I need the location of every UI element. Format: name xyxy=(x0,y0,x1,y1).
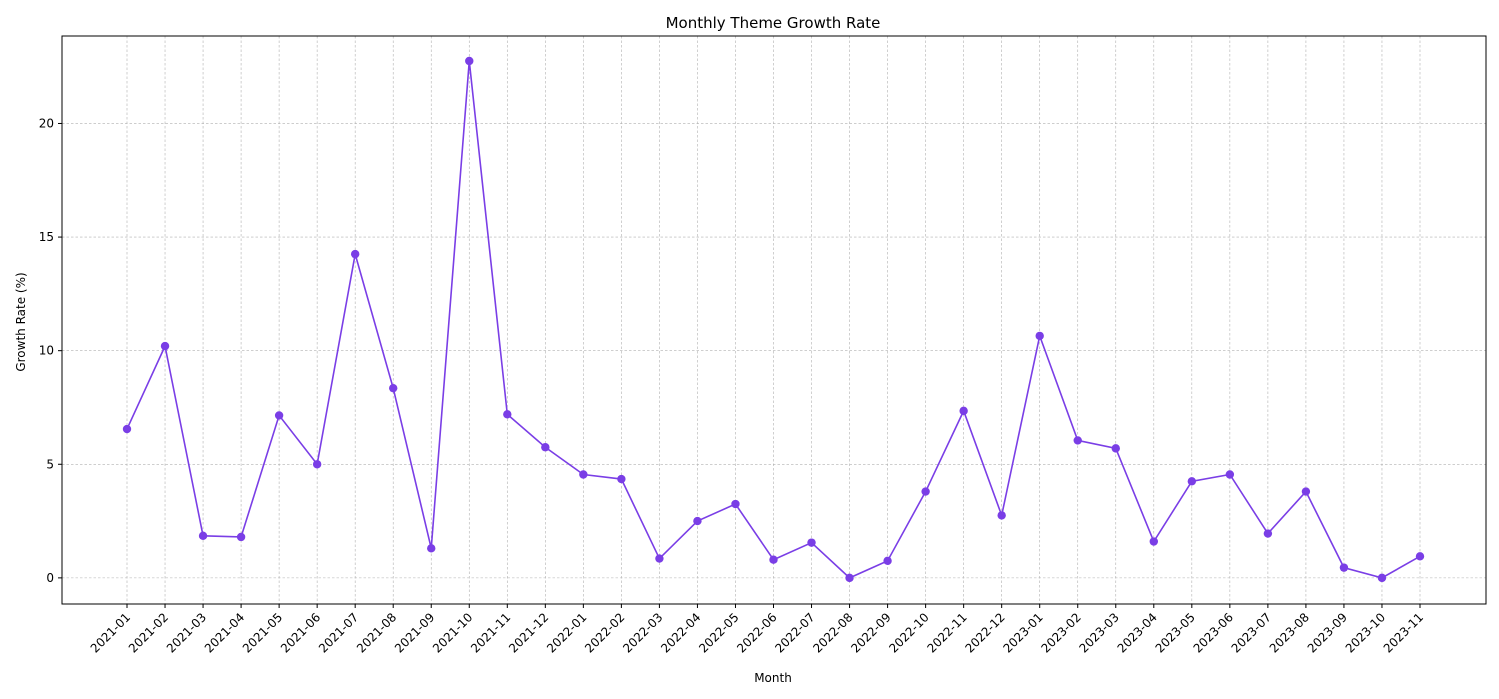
data-point xyxy=(1301,487,1311,496)
data-points xyxy=(122,56,1425,583)
data-point xyxy=(1415,552,1425,561)
x-tick-label: 2022-09 xyxy=(848,610,893,655)
data-point xyxy=(541,443,550,452)
x-tick-label: 2023-02 xyxy=(1039,610,1084,655)
data-point xyxy=(883,556,892,566)
x-tick-label: 2021-03 xyxy=(164,610,209,655)
data-point xyxy=(617,474,626,484)
data-point xyxy=(921,487,930,496)
x-tick-label: 2023-03 xyxy=(1077,610,1122,655)
x-tick-label: 2021-08 xyxy=(354,610,399,655)
x-tick-label: 2022-06 xyxy=(734,610,779,655)
data-point xyxy=(160,341,170,351)
data-point xyxy=(503,410,512,419)
x-tick-label: 2023-07 xyxy=(1229,610,1274,655)
x-tick-label: 2021-05 xyxy=(240,610,285,655)
x-tick-label: 2022-08 xyxy=(810,610,855,655)
data-point xyxy=(579,470,588,479)
x-tick-label: 2021-02 xyxy=(126,610,171,655)
data-point xyxy=(845,573,854,583)
x-tick-label: 2022-11 xyxy=(924,610,969,655)
x-tick-label: 2021-11 xyxy=(468,610,513,655)
data-point xyxy=(1339,563,1349,572)
x-tick-label: 2021-06 xyxy=(278,610,323,655)
data-point xyxy=(427,544,436,553)
x-axis: 2021-012021-022021-032021-042021-052021-… xyxy=(88,604,1426,656)
data-point xyxy=(807,538,816,547)
x-tick-label: 2023-09 xyxy=(1305,610,1350,655)
y-tick-label: 15 xyxy=(39,230,54,244)
x-tick-label: 2022-12 xyxy=(962,610,1007,655)
x-tick-label: 2022-02 xyxy=(582,610,627,655)
data-point xyxy=(1263,529,1273,538)
x-tick-label: 2022-10 xyxy=(886,610,931,655)
data-point xyxy=(236,532,246,542)
data-point xyxy=(389,383,398,393)
data-point xyxy=(465,56,474,66)
data-point xyxy=(1073,436,1082,445)
x-tick-label: 2023-04 xyxy=(1115,610,1160,655)
x-tick-label: 2022-05 xyxy=(696,610,741,655)
data-point xyxy=(731,499,740,509)
y-tick-label: 10 xyxy=(39,344,54,358)
data-point xyxy=(274,411,284,420)
x-tick-label: 2023-08 xyxy=(1267,610,1312,655)
data-point xyxy=(1035,331,1044,341)
data-point xyxy=(1225,470,1235,479)
x-tick-label: 2023-05 xyxy=(1153,610,1198,655)
data-point xyxy=(198,531,208,541)
x-tick-label: 2021-09 xyxy=(392,610,437,655)
x-tick-label: 2023-10 xyxy=(1343,610,1388,655)
x-tick-label: 2022-03 xyxy=(620,610,665,655)
data-point xyxy=(1377,573,1387,583)
data-point xyxy=(312,460,322,469)
y-tick-label: 20 xyxy=(39,116,54,130)
x-tick-label: 2022-04 xyxy=(658,610,703,655)
x-tick-label: 2021-12 xyxy=(506,610,551,655)
x-tick-label: 2021-07 xyxy=(316,610,361,655)
data-point xyxy=(693,516,702,526)
y-axis: 0 5 10 15 20 xyxy=(39,116,62,585)
data-point xyxy=(997,511,1006,520)
y-tick-label: 5 xyxy=(46,457,54,471)
x-tick-label: 2022-07 xyxy=(772,610,817,655)
x-tick-label: 2023-01 xyxy=(1000,610,1045,655)
x-tick-label: 2021-01 xyxy=(88,610,133,655)
data-point xyxy=(1187,477,1197,486)
y-axis-label: Growth Rate (%) xyxy=(14,272,28,371)
x-axis-label: Month xyxy=(754,671,792,685)
chart-title: Monthly Theme Growth Rate xyxy=(666,14,881,32)
x-tick-label: 2023-06 xyxy=(1191,610,1236,655)
x-tick-label: 2022-01 xyxy=(544,610,589,655)
x-tick-label: 2021-04 xyxy=(202,610,247,655)
data-point xyxy=(122,424,132,434)
data-point xyxy=(1111,444,1120,453)
data-point xyxy=(959,406,968,416)
data-point xyxy=(769,555,778,564)
data-point xyxy=(655,554,664,563)
plot-frame xyxy=(61,35,1487,605)
x-tick-label: 2021-10 xyxy=(430,610,475,655)
data-point xyxy=(350,249,360,259)
data-point xyxy=(1149,537,1158,546)
grid xyxy=(62,36,1486,604)
y-tick-label: 0 xyxy=(46,571,54,585)
x-tick-label: 2023-11 xyxy=(1381,610,1426,655)
